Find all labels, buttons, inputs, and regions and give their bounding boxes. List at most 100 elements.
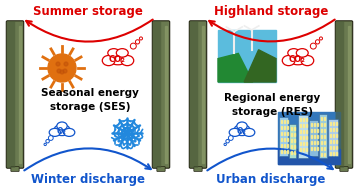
FancyArrowPatch shape (24, 148, 151, 170)
Bar (294, 133, 295, 136)
FancyBboxPatch shape (7, 21, 15, 168)
Bar (281, 144, 282, 147)
Ellipse shape (49, 128, 60, 136)
Text: CO₂: CO₂ (289, 54, 306, 64)
Ellipse shape (54, 124, 70, 136)
Bar (320, 123, 322, 126)
Bar (311, 135, 312, 138)
Bar (333, 122, 334, 125)
Text: CO₂: CO₂ (109, 54, 126, 64)
Bar (279, 117, 288, 156)
Bar (303, 124, 304, 127)
Bar (164, 26, 167, 163)
Circle shape (46, 139, 49, 143)
Bar (311, 123, 312, 126)
Bar (286, 138, 288, 141)
Bar (320, 129, 322, 132)
Bar (311, 147, 312, 150)
Bar (329, 122, 331, 125)
Bar (336, 134, 337, 137)
Circle shape (130, 43, 136, 49)
Bar (281, 126, 282, 129)
Text: Summer storage: Summer storage (33, 5, 143, 18)
Bar (306, 124, 307, 127)
Circle shape (63, 69, 67, 73)
Bar (286, 120, 288, 123)
Bar (324, 153, 325, 156)
Bar (278, 149, 340, 164)
Bar (324, 117, 325, 120)
Ellipse shape (116, 49, 128, 57)
Bar (286, 144, 288, 147)
FancyBboxPatch shape (157, 167, 165, 171)
Bar (336, 140, 337, 143)
Bar (329, 134, 331, 137)
Text: Regional energy
storage (RES): Regional energy storage (RES) (224, 93, 320, 117)
Bar (303, 148, 304, 151)
Bar (306, 148, 307, 151)
Bar (290, 127, 292, 130)
Bar (303, 142, 304, 145)
Bar (290, 139, 292, 142)
Bar (336, 146, 337, 149)
Bar (336, 128, 337, 131)
Text: Urban discharge: Urban discharge (216, 174, 326, 187)
Bar (333, 146, 334, 149)
Ellipse shape (234, 124, 250, 136)
Bar (324, 129, 325, 132)
Circle shape (64, 62, 68, 66)
Bar (320, 141, 322, 144)
Text: O₂: O₂ (237, 126, 247, 136)
Bar (283, 126, 285, 129)
Bar (333, 152, 334, 155)
Bar (290, 151, 292, 154)
Bar (316, 123, 318, 126)
Ellipse shape (57, 122, 67, 130)
Bar (306, 118, 307, 121)
Bar (320, 135, 322, 138)
FancyBboxPatch shape (340, 167, 348, 171)
Bar (324, 141, 325, 144)
Ellipse shape (244, 128, 255, 136)
Circle shape (135, 40, 140, 44)
Circle shape (226, 139, 230, 143)
FancyArrowPatch shape (26, 20, 153, 42)
Bar (281, 138, 282, 141)
Bar (303, 130, 304, 133)
Bar (299, 130, 301, 133)
Bar (218, 30, 276, 82)
Bar (329, 140, 331, 143)
Bar (313, 147, 315, 150)
Ellipse shape (237, 122, 247, 130)
Polygon shape (218, 53, 253, 82)
Bar (313, 129, 315, 132)
Bar (316, 135, 318, 138)
Bar (299, 136, 301, 139)
Bar (283, 120, 285, 123)
FancyBboxPatch shape (152, 21, 161, 168)
Circle shape (310, 43, 316, 49)
Bar (333, 134, 334, 137)
Bar (299, 124, 301, 127)
FancyArrowPatch shape (207, 149, 333, 170)
FancyBboxPatch shape (336, 21, 344, 168)
Bar (294, 139, 295, 142)
Bar (309, 120, 318, 156)
Bar (306, 136, 307, 139)
FancyBboxPatch shape (11, 167, 19, 171)
Text: O₂: O₂ (57, 126, 67, 136)
Bar (320, 117, 322, 120)
Bar (283, 138, 285, 141)
Text: Seasonal energy
storage (SES): Seasonal energy storage (SES) (41, 88, 139, 112)
Bar (290, 133, 292, 136)
Circle shape (319, 37, 323, 40)
Bar (333, 140, 334, 143)
Bar (324, 147, 325, 150)
Bar (294, 145, 295, 148)
Polygon shape (244, 50, 276, 82)
Bar (283, 132, 285, 135)
Bar (290, 145, 292, 148)
Bar (283, 150, 285, 153)
Text: Winter discharge: Winter discharge (31, 174, 145, 187)
Bar (320, 153, 322, 156)
